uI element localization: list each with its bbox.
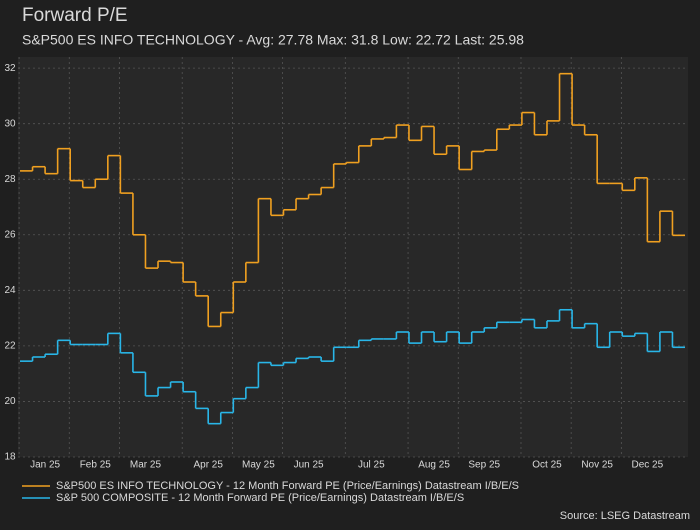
x-tick-label: Jan 25 <box>30 460 60 471</box>
chart-title: Forward P/E <box>22 5 128 26</box>
y-tick-label: 22 <box>4 341 16 352</box>
x-tick-label: Feb 25 <box>80 460 112 471</box>
x-tick-label: Mar 25 <box>130 460 162 471</box>
legend-label: S&P 500 COMPOSITE - 12 Month Forward PE … <box>56 492 464 504</box>
y-tick-label: 32 <box>4 63 16 74</box>
y-tick-label: 30 <box>4 118 16 129</box>
source-note: Source: LSEG Datastream <box>560 510 690 522</box>
legend-label: S&P500 ES INFO TECHNOLOGY - 12 Month For… <box>56 480 519 492</box>
x-tick-label: Dec 25 <box>632 460 664 471</box>
y-tick-label: 24 <box>4 285 16 296</box>
x-tick-label: Sep 25 <box>468 460 500 471</box>
plot-area <box>18 57 688 457</box>
x-tick-label: May 25 <box>242 460 275 471</box>
y-tick-label: 26 <box>4 229 16 240</box>
x-tick-label: Aug 25 <box>418 460 450 471</box>
x-tick-label: Nov 25 <box>581 460 613 471</box>
x-tick-label: Apr 25 <box>193 460 223 471</box>
x-tick-label: Oct 25 <box>532 460 562 471</box>
y-tick-label: 20 <box>4 396 16 407</box>
x-tick-label: Jun 25 <box>294 460 324 471</box>
y-tick-label: 18 <box>4 452 16 463</box>
y-tick-label: 28 <box>4 174 16 185</box>
x-tick-label: Jul 25 <box>358 460 385 471</box>
chart-subtitle: S&P500 ES INFO TECHNOLOGY - Avg: 27.78 M… <box>22 32 524 48</box>
